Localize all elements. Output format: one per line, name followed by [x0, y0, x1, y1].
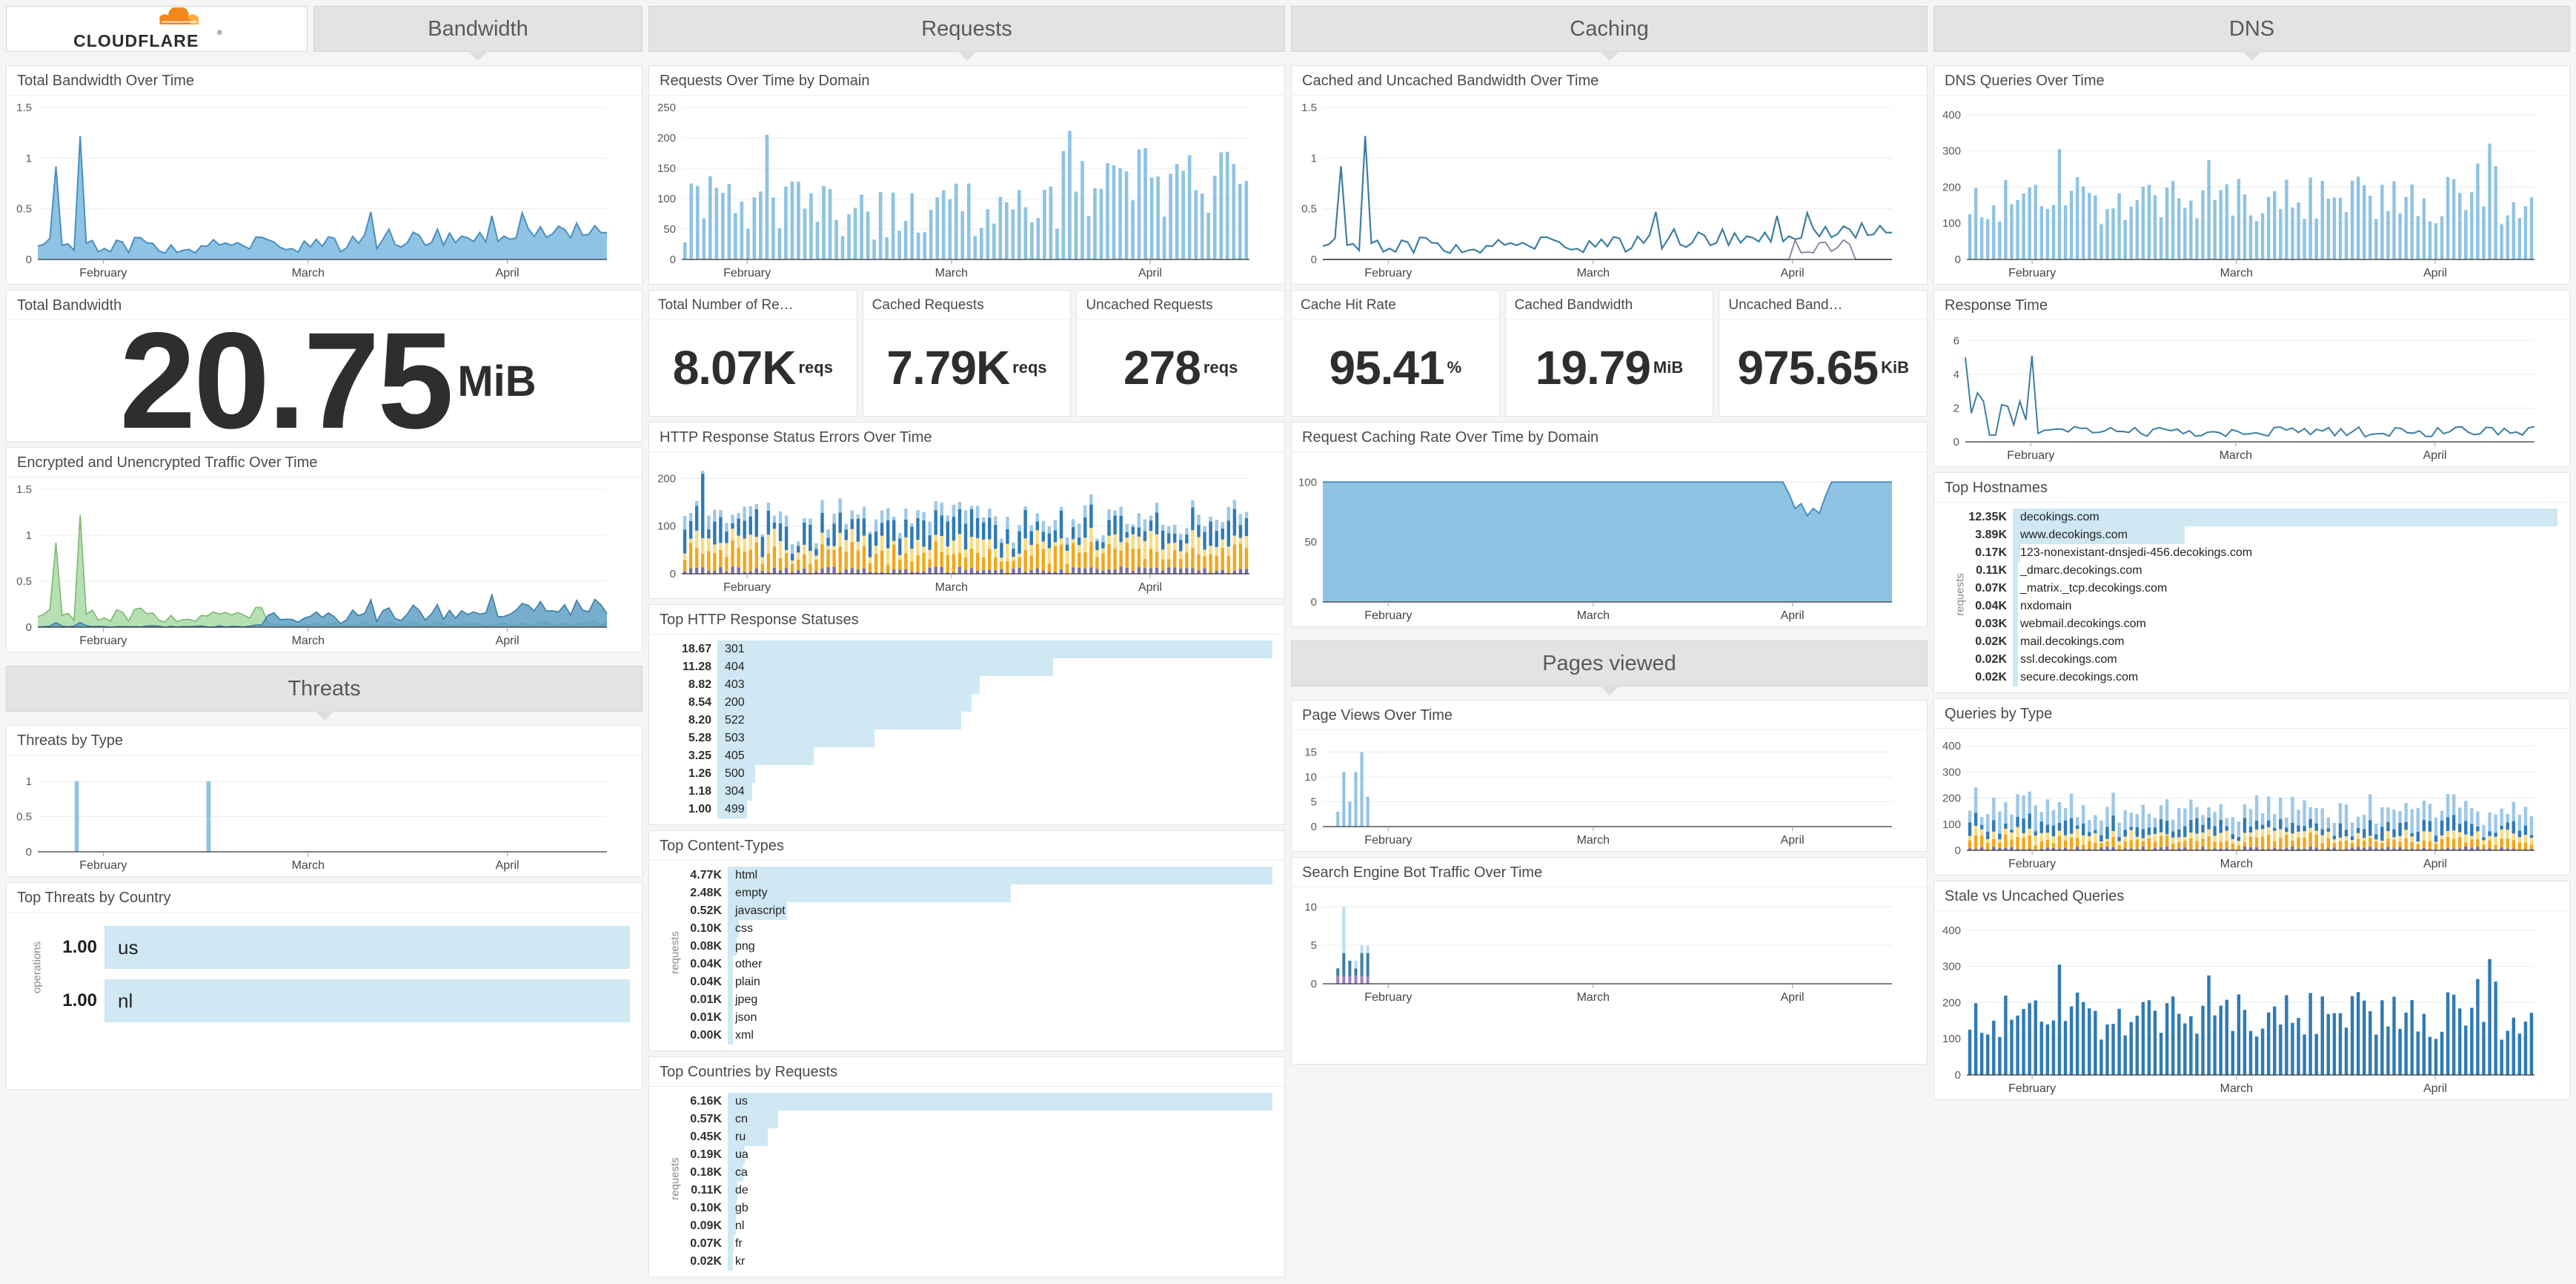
- svg-text:0: 0: [670, 568, 676, 580]
- svg-text:5: 5: [1311, 939, 1317, 952]
- svg-text:March: March: [1577, 609, 1610, 622]
- svg-text:February: February: [2007, 449, 2054, 462]
- svg-text:April: April: [1138, 581, 1162, 594]
- svg-text:0: 0: [1311, 254, 1317, 266]
- svg-text:200: 200: [1942, 996, 1961, 1009]
- svg-text:March: March: [1577, 267, 1610, 279]
- svg-text:100: 100: [1942, 1033, 1961, 1045]
- svg-text:February: February: [2008, 267, 2056, 279]
- svg-text:April: April: [1781, 834, 1805, 847]
- svg-text:100: 100: [1942, 217, 1961, 230]
- svg-text:April: April: [1781, 267, 1805, 279]
- svg-text:0: 0: [1955, 254, 1961, 266]
- svg-text:400: 400: [1942, 740, 1961, 752]
- svg-text:February: February: [1364, 834, 1412, 847]
- svg-text:April: April: [496, 267, 519, 279]
- svg-text:March: March: [2220, 1082, 2253, 1095]
- svg-text:1: 1: [26, 775, 32, 788]
- svg-text:February: February: [2008, 1082, 2056, 1095]
- svg-text:February: February: [2008, 858, 2056, 870]
- svg-text:6: 6: [1953, 334, 1959, 347]
- svg-text:March: March: [2220, 858, 2253, 870]
- svg-text:10: 10: [1304, 901, 1317, 913]
- svg-text:April: April: [496, 635, 519, 647]
- svg-text:100: 100: [1942, 818, 1961, 831]
- svg-text:300: 300: [1942, 145, 1961, 158]
- svg-text:0: 0: [670, 254, 676, 266]
- svg-text:February: February: [79, 859, 127, 872]
- svg-text:April: April: [2423, 267, 2447, 279]
- svg-text:400: 400: [1942, 109, 1961, 122]
- svg-text:200: 200: [657, 472, 676, 485]
- svg-text:1.5: 1.5: [16, 102, 32, 114]
- svg-text:February: February: [79, 635, 127, 647]
- svg-text:March: March: [935, 581, 968, 594]
- svg-text:April: April: [1781, 609, 1805, 622]
- svg-text:0: 0: [1955, 1069, 1961, 1082]
- svg-text:100: 100: [657, 193, 676, 205]
- svg-text:200: 200: [657, 132, 676, 145]
- svg-text:1.5: 1.5: [16, 483, 32, 496]
- svg-text:February: February: [1364, 609, 1412, 622]
- svg-text:50: 50: [663, 223, 676, 236]
- svg-text:200: 200: [1942, 792, 1961, 805]
- svg-text:0.5: 0.5: [16, 203, 32, 216]
- svg-text:0: 0: [1311, 596, 1317, 609]
- svg-text:March: March: [292, 267, 325, 279]
- svg-text:300: 300: [1942, 961, 1961, 973]
- svg-text:0: 0: [1311, 821, 1317, 833]
- svg-text:0.5: 0.5: [1301, 203, 1317, 216]
- svg-text:0: 0: [1955, 844, 1961, 857]
- svg-text:1.5: 1.5: [1301, 102, 1317, 114]
- svg-text:1: 1: [26, 529, 32, 542]
- svg-text:4: 4: [1953, 368, 1959, 381]
- svg-text:February: February: [723, 267, 771, 279]
- svg-text:March: March: [2220, 267, 2253, 279]
- svg-text:April: April: [2423, 858, 2447, 870]
- svg-text:0: 0: [26, 846, 32, 858]
- svg-text:March: March: [1577, 991, 1610, 1004]
- svg-text:100: 100: [1298, 476, 1317, 489]
- svg-text:April: April: [496, 859, 519, 872]
- svg-text:5: 5: [1311, 795, 1317, 808]
- svg-text:0.5: 0.5: [16, 575, 32, 588]
- svg-text:March: March: [292, 859, 325, 872]
- svg-text:February: February: [79, 267, 127, 279]
- svg-text:March: March: [292, 635, 325, 647]
- svg-text:150: 150: [657, 162, 676, 175]
- svg-text:10: 10: [1304, 771, 1317, 784]
- svg-text:February: February: [1364, 991, 1412, 1004]
- svg-text:April: April: [2423, 449, 2447, 462]
- svg-text:April: April: [2423, 1082, 2447, 1095]
- svg-text:March: March: [2220, 449, 2252, 462]
- svg-text:April: April: [1138, 267, 1162, 279]
- svg-text:50: 50: [1304, 536, 1317, 549]
- svg-text:1: 1: [26, 152, 32, 165]
- svg-text:0: 0: [26, 254, 32, 266]
- svg-text:300: 300: [1942, 766, 1961, 778]
- svg-text:2: 2: [1953, 402, 1959, 414]
- svg-text:April: April: [1781, 991, 1805, 1004]
- svg-text:1: 1: [1311, 152, 1317, 165]
- svg-text:15: 15: [1304, 746, 1317, 758]
- svg-text:March: March: [1577, 834, 1610, 847]
- svg-text:0: 0: [1953, 436, 1959, 449]
- svg-text:CLOUDFLARE: CLOUDFLARE: [73, 31, 199, 50]
- svg-text:400: 400: [1942, 924, 1961, 937]
- svg-text:March: March: [935, 267, 968, 279]
- svg-text:100: 100: [657, 520, 676, 533]
- svg-text:200: 200: [1942, 181, 1961, 193]
- svg-text:February: February: [1364, 267, 1412, 279]
- svg-text:0: 0: [1311, 978, 1317, 990]
- svg-text:®: ®: [217, 29, 222, 36]
- svg-text:February: February: [723, 581, 771, 594]
- svg-text:0.5: 0.5: [16, 811, 32, 824]
- svg-text:0: 0: [26, 621, 32, 634]
- svg-text:250: 250: [657, 102, 676, 114]
